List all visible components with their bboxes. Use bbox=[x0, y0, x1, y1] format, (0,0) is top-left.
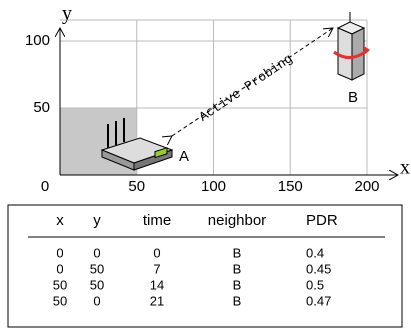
table-header: x bbox=[56, 212, 64, 229]
table-header: y bbox=[93, 212, 101, 229]
x-tick-label: 0 bbox=[41, 178, 49, 195]
table-cell: 21 bbox=[150, 293, 164, 308]
device-icon bbox=[334, 12, 370, 80]
table-cell: 0 bbox=[153, 245, 160, 260]
x-axis-label: x bbox=[400, 157, 410, 179]
y-tick-label: 100 bbox=[25, 32, 50, 49]
table-cell: 50 bbox=[90, 261, 104, 276]
table-cell: 0.45 bbox=[306, 261, 331, 276]
annotation: Active Probing bbox=[196, 51, 295, 125]
table-cell: 0 bbox=[56, 261, 63, 276]
table-header: PDR bbox=[306, 212, 338, 229]
y-tick-label: 50 bbox=[33, 99, 50, 116]
y-axis-label: y bbox=[62, 3, 72, 25]
table-cell: B bbox=[233, 245, 242, 260]
node-label: A bbox=[179, 148, 189, 165]
table-cell: 50 bbox=[53, 293, 67, 308]
table-cell: 0.5 bbox=[306, 277, 324, 292]
table-cell: 50 bbox=[53, 277, 67, 292]
page: x y Active Probing A B x y time neighbor PDR… bbox=[0, 0, 411, 331]
table-cell: B bbox=[233, 261, 242, 276]
table-cell: 50 bbox=[90, 277, 104, 292]
table-cell: 14 bbox=[150, 277, 164, 292]
table-header: neighbor bbox=[208, 212, 266, 229]
table-cell: 0.4 bbox=[306, 245, 324, 260]
table-cell: B bbox=[233, 293, 242, 308]
x-tick-label: 50 bbox=[128, 178, 145, 195]
table-cell: 0 bbox=[93, 293, 100, 308]
node-label: B bbox=[348, 89, 358, 106]
table-header: time bbox=[143, 212, 171, 229]
table-cell: B bbox=[233, 277, 242, 292]
table-cell: 0.47 bbox=[306, 293, 331, 308]
table-cell: 0 bbox=[93, 245, 100, 260]
table-frame bbox=[8, 205, 402, 327]
x-tick-label: 200 bbox=[354, 178, 379, 195]
x-tick-label: 150 bbox=[278, 178, 303, 195]
table-cell: 0 bbox=[56, 245, 63, 260]
table-cell: 7 bbox=[153, 261, 160, 276]
x-tick-label: 100 bbox=[201, 178, 226, 195]
